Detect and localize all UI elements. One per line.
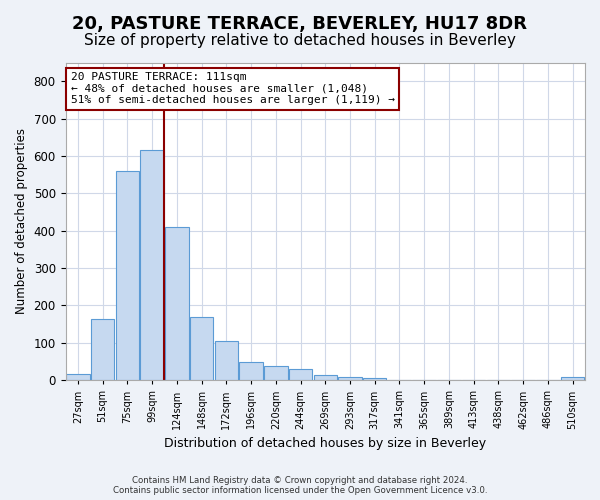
Bar: [561, 378, 584, 380]
Bar: [91, 318, 115, 380]
Y-axis label: Number of detached properties: Number of detached properties: [15, 128, 28, 314]
Bar: [363, 378, 386, 380]
Bar: [338, 376, 362, 380]
Bar: [190, 316, 214, 380]
Text: Size of property relative to detached houses in Beverley: Size of property relative to detached ho…: [84, 32, 516, 48]
Bar: [314, 374, 337, 380]
Bar: [165, 227, 188, 380]
Bar: [66, 374, 89, 380]
Bar: [264, 366, 287, 380]
Bar: [116, 171, 139, 380]
Bar: [289, 369, 312, 380]
Text: 20 PASTURE TERRACE: 111sqm
← 48% of detached houses are smaller (1,048)
51% of s: 20 PASTURE TERRACE: 111sqm ← 48% of deta…: [71, 72, 395, 105]
X-axis label: Distribution of detached houses by size in Beverley: Distribution of detached houses by size …: [164, 437, 487, 450]
Bar: [239, 362, 263, 380]
Text: Contains HM Land Registry data © Crown copyright and database right 2024.
Contai: Contains HM Land Registry data © Crown c…: [113, 476, 487, 495]
Bar: [215, 341, 238, 380]
Text: 20, PASTURE TERRACE, BEVERLEY, HU17 8DR: 20, PASTURE TERRACE, BEVERLEY, HU17 8DR: [73, 15, 527, 33]
Bar: [140, 150, 164, 380]
